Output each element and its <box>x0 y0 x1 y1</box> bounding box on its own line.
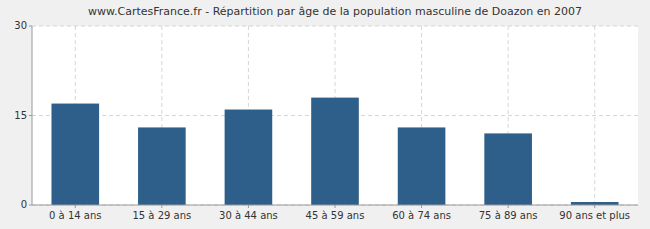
x-tick <box>161 205 162 208</box>
bar <box>138 127 186 205</box>
x-tick <box>75 205 76 208</box>
y-tick-label: 0 <box>21 199 27 210</box>
y-grid-line <box>32 26 638 27</box>
bars <box>51 98 618 205</box>
chart-container: 0 15 30 0 à 14 ans 15 à 29 ans 30 à 44 ans 45 … <box>0 0 650 229</box>
x-tick-label: 30 à 44 ans <box>219 210 278 221</box>
bar <box>398 127 446 205</box>
grid <box>32 26 638 205</box>
bar <box>484 133 532 205</box>
x-tick-label: 45 à 59 ans <box>306 210 365 221</box>
bar <box>311 98 359 205</box>
x-tick <box>248 205 249 208</box>
bar <box>225 110 273 205</box>
x-tick <box>335 205 336 208</box>
plot-area <box>32 26 638 205</box>
y-tick-label: 15 <box>14 110 27 121</box>
y-tick-label: 30 <box>14 20 27 31</box>
x-tick-label: 0 à 14 ans <box>49 210 101 221</box>
background <box>0 0 650 229</box>
x-tick <box>594 205 595 208</box>
x-tick-label: 60 à 74 ans <box>392 210 451 221</box>
y-tick <box>29 26 32 27</box>
x-tick-label: 90 ans et plus <box>559 210 630 221</box>
axes: 0 15 30 0 à 14 ans 15 à 29 ans 30 à 44 ans 45 … <box>14 20 638 221</box>
x-tick <box>508 205 509 208</box>
y-tick <box>29 115 32 116</box>
x-tick <box>421 205 422 208</box>
bar <box>51 104 99 205</box>
x-tick-label: 15 à 29 ans <box>132 210 191 221</box>
title: www.CartesFrance.fr - Répartition par âg… <box>88 5 582 18</box>
x-tick-label: 75 à 89 ans <box>479 210 538 221</box>
chart-svg: 0 15 30 0 à 14 ans 15 à 29 ans 30 à 44 ans 45 … <box>0 0 650 229</box>
y-tick <box>29 205 32 206</box>
